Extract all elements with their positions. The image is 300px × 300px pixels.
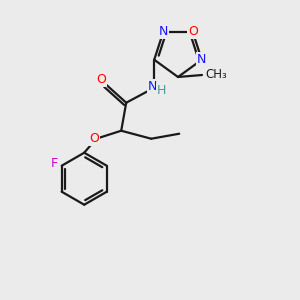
Text: N: N [159,25,168,38]
Text: N: N [148,80,157,93]
Text: H: H [157,84,166,97]
Text: O: O [89,132,99,145]
Text: F: F [51,157,58,170]
Text: CH₃: CH₃ [205,68,227,82]
Text: O: O [96,73,106,86]
Text: N: N [197,53,206,66]
Text: O: O [188,25,198,38]
